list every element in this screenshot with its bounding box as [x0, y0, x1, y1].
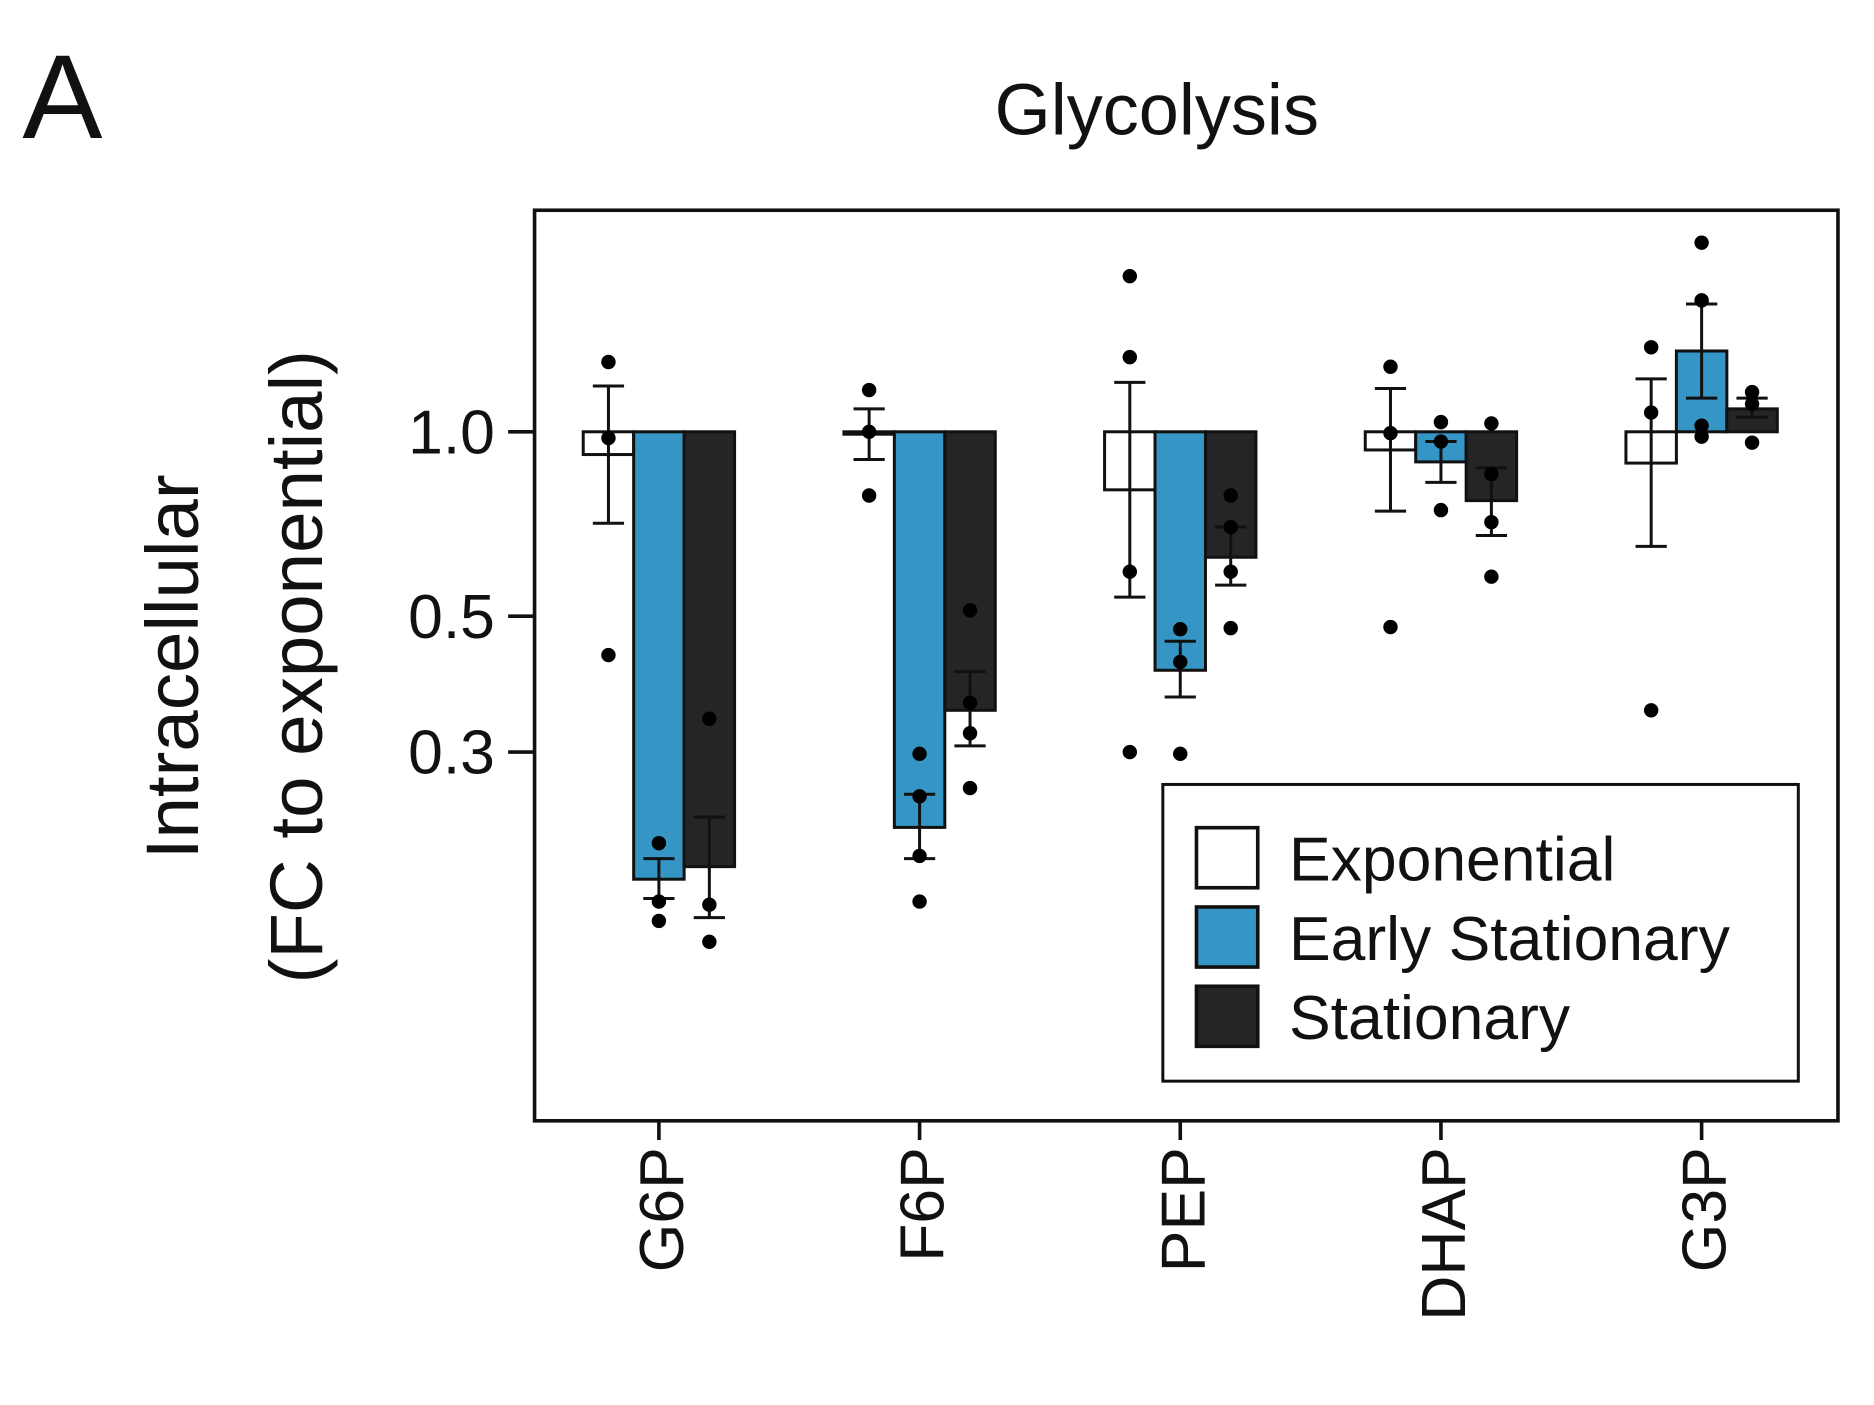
data-point	[861, 488, 877, 503]
y-tick-label: 0.3	[408, 718, 495, 788]
data-point	[651, 835, 667, 851]
data-point	[962, 603, 978, 618]
data-point	[1484, 466, 1499, 482]
x-tick-label: DHAP	[1409, 1147, 1479, 1321]
legend-swatch	[1194, 984, 1260, 1049]
bar	[632, 430, 686, 881]
y-axis-label: (FC to exponential)	[255, 350, 338, 983]
data-point	[1433, 414, 1449, 430]
data-point	[1122, 564, 1138, 579]
legend-frame	[1161, 782, 1800, 1083]
data-point	[912, 894, 927, 909]
data-point	[1223, 564, 1238, 579]
legend-swatch	[1194, 905, 1260, 969]
data-point	[1694, 235, 1709, 250]
data-point	[1694, 293, 1709, 308]
data-point	[962, 726, 978, 741]
data-point	[1744, 435, 1760, 450]
data-point	[1694, 429, 1709, 444]
x-tick-label: PEP	[1148, 1147, 1218, 1272]
data-point	[1223, 620, 1238, 636]
data-point	[962, 695, 978, 711]
plot-frame	[532, 208, 1840, 1123]
data-point	[1433, 502, 1449, 518]
y-axis-label: Intracellular	[131, 474, 214, 859]
data-point	[1223, 488, 1238, 503]
bar	[892, 430, 947, 829]
data-point	[1484, 569, 1499, 584]
y-tick-label: 1.0	[408, 397, 495, 467]
legend-swatch	[1194, 825, 1260, 890]
data-point	[1173, 654, 1188, 670]
data-point	[1122, 744, 1138, 760]
x-tick-label: F6P	[888, 1147, 958, 1262]
data-point	[601, 354, 616, 370]
data-point	[1744, 396, 1760, 412]
data-point	[912, 789, 927, 804]
data-point	[1643, 340, 1659, 355]
data-point	[1173, 746, 1188, 762]
data-point	[912, 848, 927, 864]
bar	[682, 430, 737, 869]
data-point	[1643, 405, 1659, 420]
panel-label: A	[22, 30, 102, 164]
bar	[943, 430, 997, 712]
data-point	[1383, 359, 1398, 374]
data-point	[1383, 619, 1398, 635]
data-point	[1694, 418, 1709, 433]
legend-label: Early Stationary	[1289, 904, 1731, 974]
data-point	[1643, 703, 1659, 718]
y-tick-label: 0.5	[408, 582, 495, 652]
data-point	[1223, 519, 1238, 535]
data-point	[912, 746, 927, 762]
legend-label: Stationary	[1289, 983, 1571, 1053]
data-point	[861, 382, 877, 398]
data-point	[1433, 434, 1449, 449]
data-point	[861, 424, 877, 440]
data-point	[651, 913, 667, 929]
data-point	[1173, 622, 1188, 637]
data-point	[1383, 425, 1398, 441]
data-point	[1484, 514, 1499, 530]
data-point	[702, 897, 717, 912]
data-point	[1744, 384, 1760, 400]
chart-title: Glycolysis	[995, 71, 1319, 151]
data-point	[1122, 268, 1138, 284]
data-point	[702, 934, 717, 950]
data-point	[601, 430, 616, 446]
x-tick-label: G3P	[1670, 1147, 1740, 1272]
data-point	[651, 894, 667, 909]
data-point	[702, 711, 717, 726]
data-point	[601, 647, 616, 663]
data-point	[1484, 416, 1499, 431]
x-tick-label: G6P	[627, 1147, 697, 1272]
data-point	[962, 780, 978, 796]
legend-label: Exponential	[1289, 825, 1615, 895]
data-point	[1122, 349, 1138, 365]
